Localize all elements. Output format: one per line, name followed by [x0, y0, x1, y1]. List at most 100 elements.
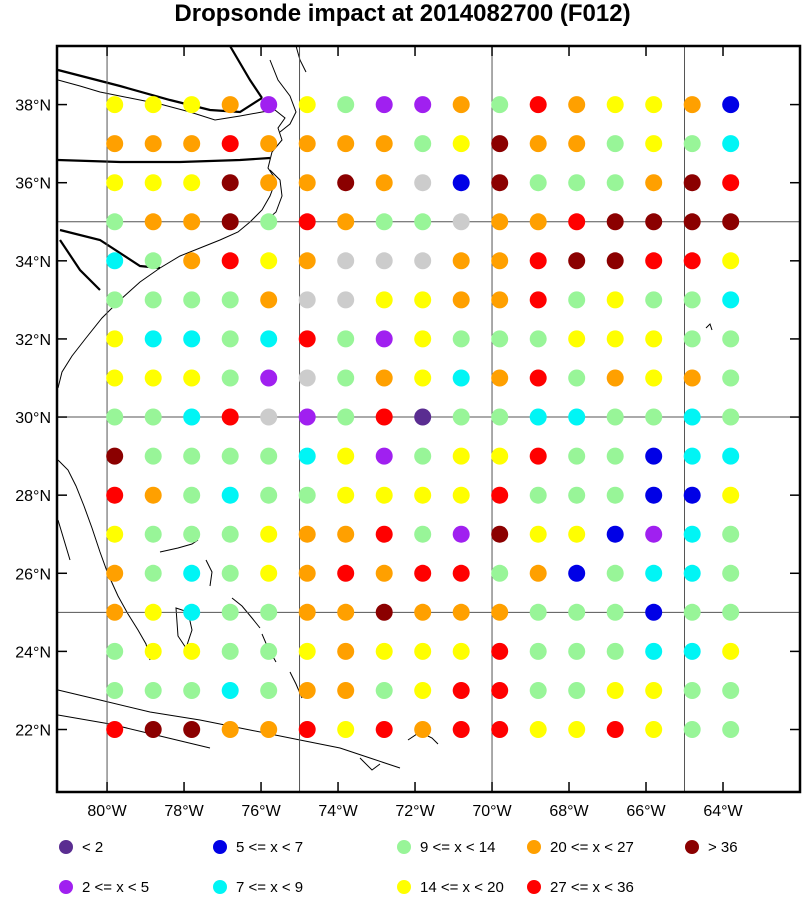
chart-title: Dropsonde impact at 2014082700 (F012)	[174, 0, 631, 27]
data-point	[683, 174, 701, 192]
data-point	[375, 447, 393, 465]
data-point	[375, 721, 393, 738]
data-point	[568, 564, 586, 582]
data-point	[568, 447, 586, 465]
data-point	[221, 252, 239, 270]
data-point	[375, 408, 393, 426]
data-point	[337, 721, 355, 738]
data-point	[106, 603, 124, 621]
data-point	[645, 486, 663, 504]
data-point	[221, 682, 239, 699]
data-point	[491, 252, 509, 270]
data-point	[722, 447, 740, 465]
data-point	[529, 408, 547, 426]
data-point	[337, 682, 355, 699]
data-point	[683, 525, 701, 543]
data-point	[337, 447, 355, 465]
data-point	[452, 486, 470, 504]
data-point	[260, 291, 278, 309]
data-point	[568, 408, 586, 426]
data-point	[529, 135, 547, 153]
legend-swatch	[527, 840, 541, 854]
data-point	[337, 135, 355, 153]
data-point	[375, 135, 393, 153]
data-point	[606, 213, 624, 231]
data-point	[722, 174, 740, 192]
data-point	[183, 721, 201, 738]
northeast-coast	[295, 46, 307, 73]
data-point	[298, 369, 316, 387]
data-point	[221, 486, 239, 504]
data-point	[414, 96, 432, 114]
data-point	[106, 408, 124, 426]
data-point	[529, 564, 547, 582]
data-point	[529, 213, 547, 231]
data-point	[183, 96, 201, 114]
data-point	[645, 213, 663, 231]
data-point	[414, 291, 432, 309]
data-point	[491, 369, 509, 387]
data-point	[106, 564, 124, 582]
data-point	[529, 369, 547, 387]
data-point	[221, 174, 239, 192]
data-point	[683, 486, 701, 504]
data-point	[106, 721, 124, 738]
data-point	[606, 408, 624, 426]
data-point	[529, 330, 547, 348]
data-point	[722, 682, 740, 699]
x-tick-label: 68°W	[549, 803, 589, 820]
data-point	[568, 642, 586, 660]
data-point	[452, 642, 470, 660]
data-point	[414, 603, 432, 621]
data-point	[722, 721, 740, 738]
data-point	[683, 291, 701, 309]
legend-swatch	[213, 880, 227, 894]
data-point	[491, 96, 509, 114]
delmarva-coast	[269, 59, 297, 133]
data-point	[260, 603, 278, 621]
data-point	[452, 447, 470, 465]
data-point	[414, 369, 432, 387]
legend-label: 5 <= x < 7	[236, 839, 303, 856]
y-tick-label: 38°N	[15, 98, 51, 115]
data-point	[183, 291, 201, 309]
data-point	[491, 642, 509, 660]
data-point	[260, 135, 278, 153]
data-point	[414, 408, 432, 426]
data-point	[260, 213, 278, 231]
data-point	[144, 369, 162, 387]
data-point	[298, 330, 316, 348]
data-point	[260, 330, 278, 348]
data-point	[375, 682, 393, 699]
data-point	[106, 642, 124, 660]
data-point	[221, 135, 239, 153]
data-point	[683, 369, 701, 387]
data-point	[683, 408, 701, 426]
data-point	[491, 603, 509, 621]
data-point	[144, 447, 162, 465]
legend-label: > 36	[708, 839, 738, 856]
data-point	[375, 174, 393, 192]
data-point	[298, 174, 316, 192]
data-point	[106, 447, 124, 465]
data-point	[221, 447, 239, 465]
data-point	[568, 721, 586, 738]
data-point	[491, 564, 509, 582]
data-point	[144, 564, 162, 582]
data-point	[298, 486, 316, 504]
data-point	[722, 408, 740, 426]
data-point	[221, 525, 239, 543]
cuba-coast	[57, 689, 401, 769]
y-tick-label: 26°N	[15, 566, 51, 583]
data-point	[144, 603, 162, 621]
legend-label: 2 <= x < 5	[82, 879, 149, 896]
data-point	[529, 603, 547, 621]
data-point	[414, 213, 432, 231]
data-point	[221, 721, 239, 738]
data-point	[645, 408, 663, 426]
x-tick-label: 80°W	[87, 803, 127, 820]
data-point	[606, 642, 624, 660]
data-point	[491, 174, 509, 192]
data-point	[645, 174, 663, 192]
data-point	[452, 96, 470, 114]
